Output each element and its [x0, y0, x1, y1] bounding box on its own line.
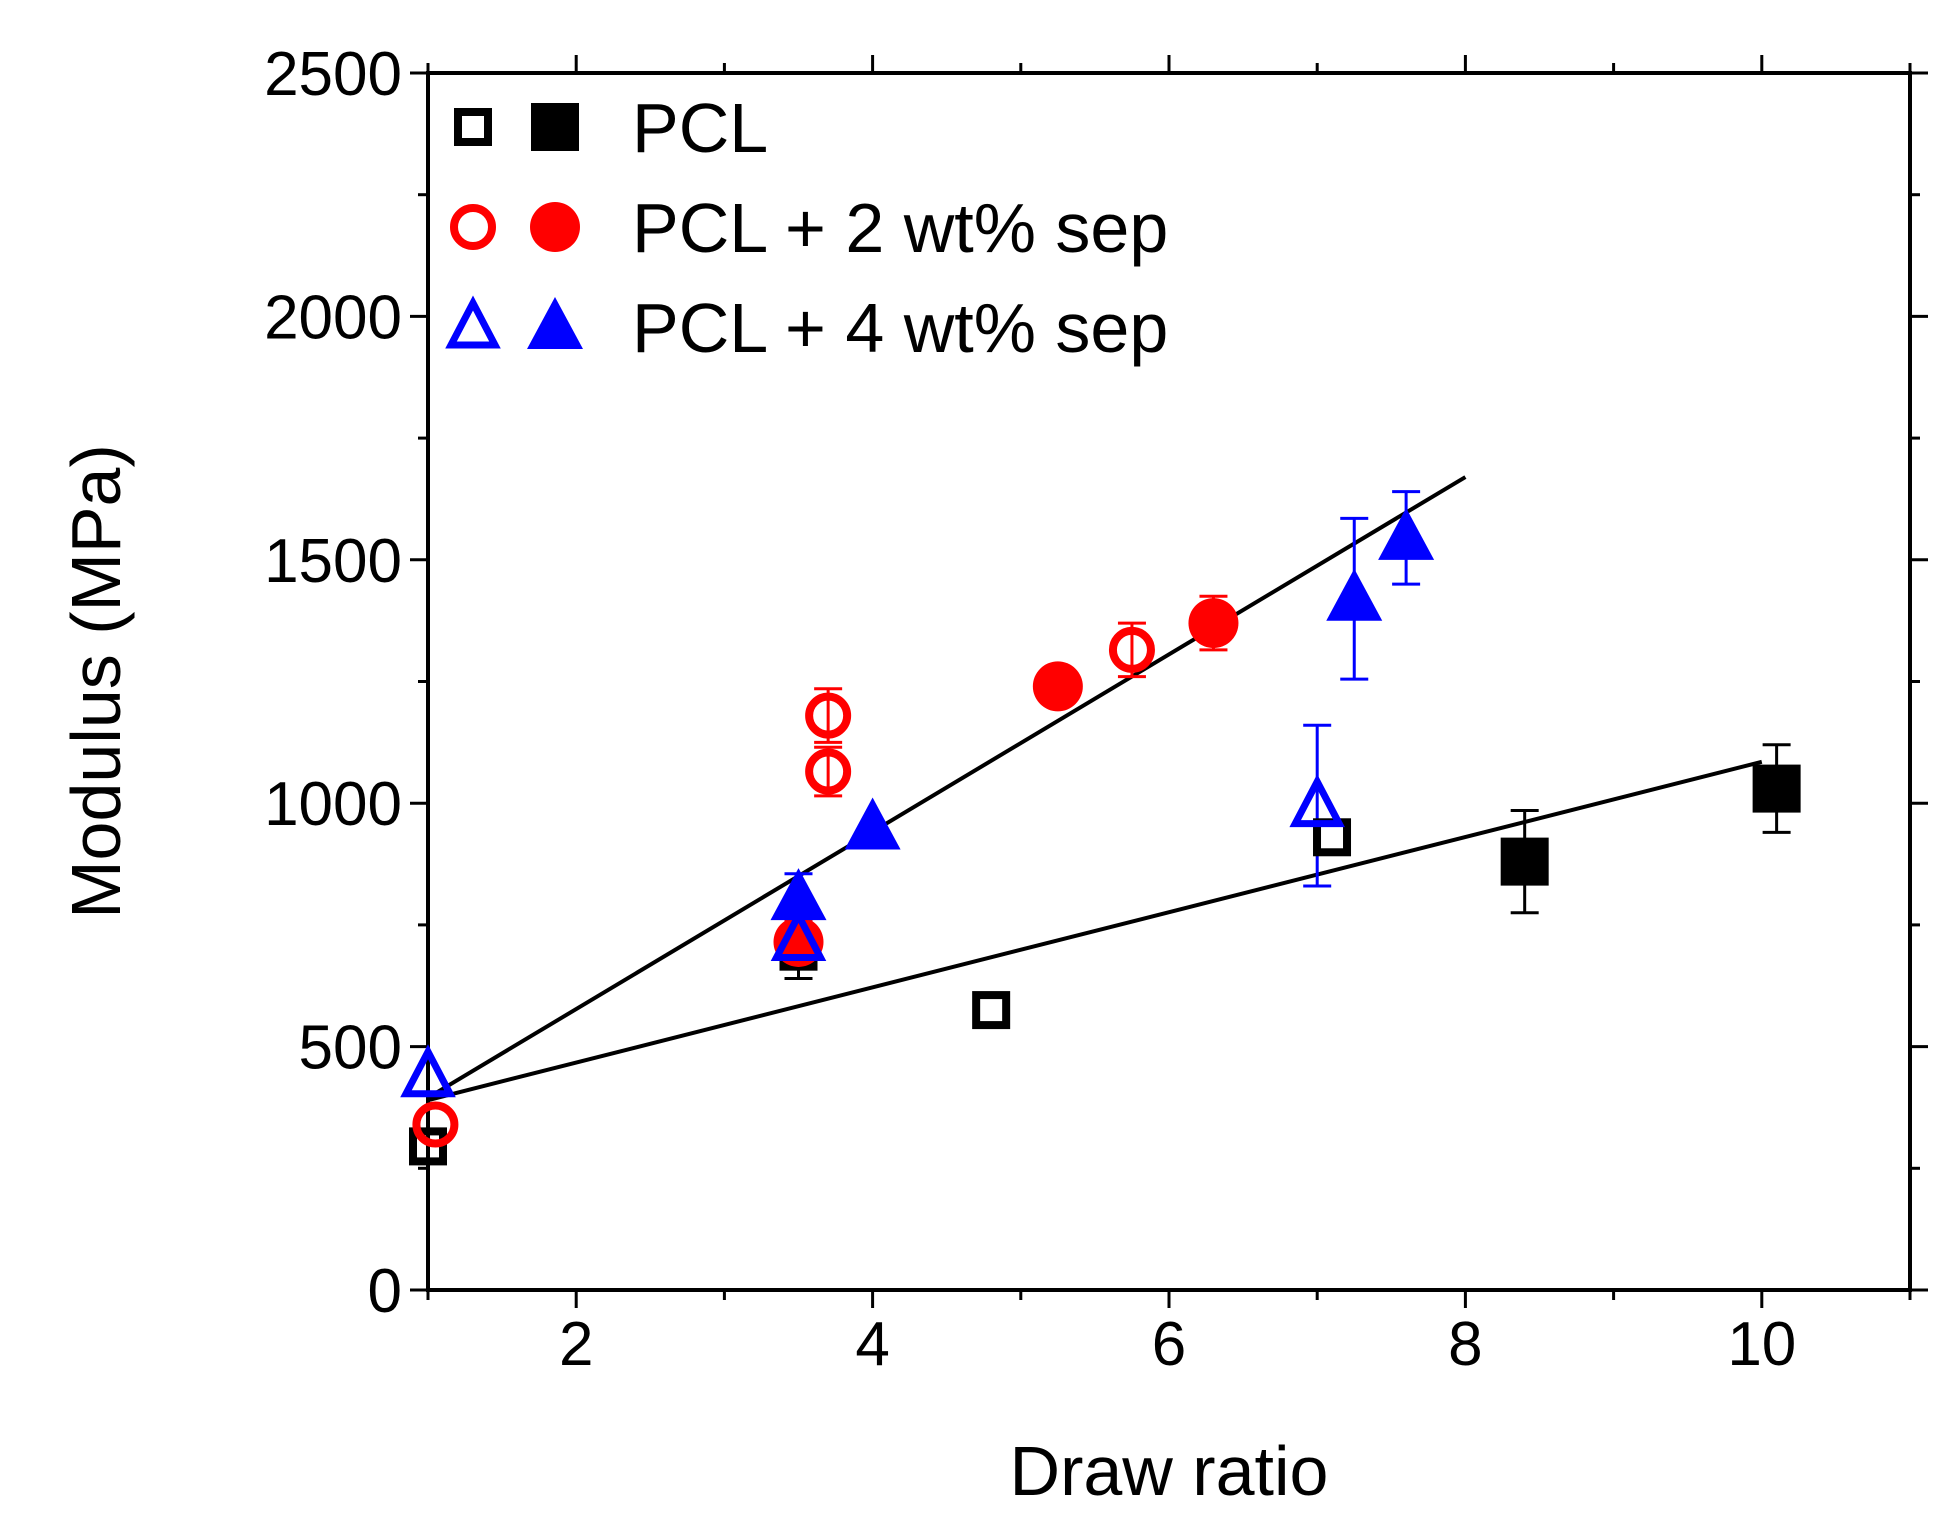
- pcl-4-wt-sep-filled-point: [770, 868, 827, 921]
- legend-open-marker: [454, 108, 492, 146]
- pcl-open-point: [972, 991, 1011, 1030]
- y-axis-label: Modulus (MPa): [57, 444, 135, 919]
- legend: PCL PCL + 2 wt% sep PCL + 4 wt% sep: [445, 89, 1168, 367]
- data-markers: [400, 507, 1801, 1166]
- y-tick-label: 2000: [264, 283, 402, 352]
- legend-label: PCL + 2 wt% sep: [632, 189, 1168, 267]
- x-tick-label: 6: [1152, 1310, 1186, 1379]
- fit-lines: [426, 475, 1763, 1103]
- pcl-2-wt-sep-filled-point: [1188, 598, 1239, 649]
- legend-filled-marker: [530, 202, 580, 252]
- pcl-4-wt-sep-open-point: [400, 1044, 456, 1098]
- legend-label: PCL + 4 wt% sep: [632, 289, 1168, 367]
- legend-open-marker: [450, 204, 496, 250]
- fit-line-pcl: [427, 759, 1763, 1103]
- pcl-4-wt-sep-open-point: [1289, 774, 1345, 828]
- legend-open-marker: [445, 295, 501, 349]
- x-tick-label: 10: [1727, 1310, 1796, 1379]
- x-tick-label: 8: [1448, 1310, 1482, 1379]
- pcl-4-wt-sep-filled-point: [1326, 568, 1383, 621]
- pcl-2-wt-sep-open-point: [805, 692, 852, 739]
- error-bars: [784, 490, 1791, 980]
- y-tick-label: 1000: [264, 770, 402, 839]
- pcl-filled-point: [1500, 837, 1549, 886]
- legend-label: PCL: [632, 89, 768, 167]
- pcl-2-wt-sep-open-point: [805, 748, 852, 795]
- fit-line-sep: [426, 475, 1467, 1100]
- x-axis-label: Draw ratio: [1010, 1432, 1329, 1510]
- x-axis: 2 4 6 8 10: [426, 55, 1912, 1379]
- pcl-4-wt-sep-filled-point: [844, 797, 901, 850]
- y-axis: 0 500 1000 1500 2000 2500: [264, 40, 1928, 1326]
- pcl-4-wt-sep-filled-point: [1378, 507, 1435, 560]
- legend-filled-marker: [531, 103, 579, 151]
- y-tick-label: 500: [299, 1014, 402, 1083]
- y-tick-label: 0: [368, 1257, 402, 1326]
- pcl-open-point: [409, 1127, 447, 1166]
- pcl-2-wt-sep-open-point: [412, 1101, 459, 1148]
- pcl-filled-point: [1752, 764, 1801, 813]
- pcl-2-wt-sep-filled-point: [1032, 661, 1083, 712]
- x-tick-label: 2: [559, 1310, 593, 1379]
- y-tick-label: 1500: [264, 527, 402, 596]
- legend-filled-marker: [527, 297, 583, 349]
- y-tick-label: 2500: [264, 40, 402, 109]
- x-tick-label: 4: [855, 1310, 889, 1379]
- pcl-4-wt-sep-open-point: [770, 907, 827, 962]
- pcl-2-wt-sep-open-point: [1108, 626, 1155, 673]
